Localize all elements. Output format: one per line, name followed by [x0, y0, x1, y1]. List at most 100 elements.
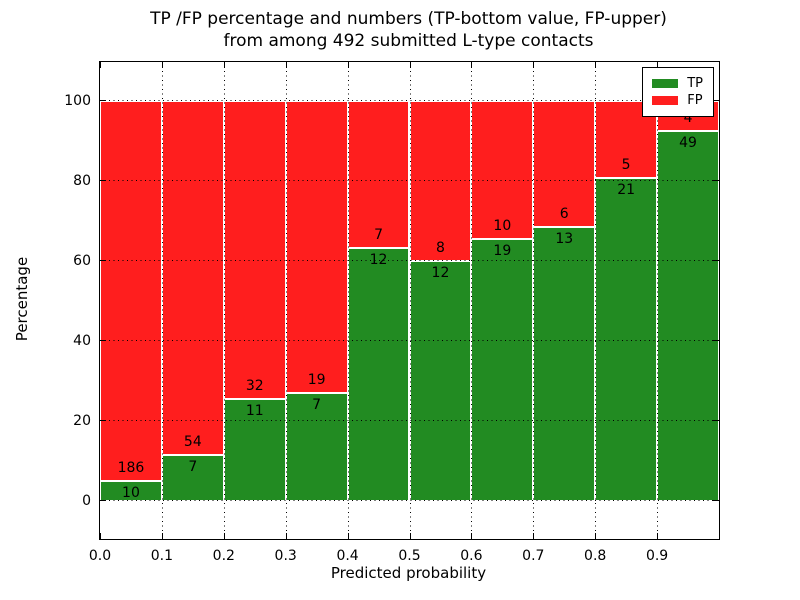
bar-value-fp: 10 [493, 217, 512, 234]
y-tick-mark [100, 420, 106, 421]
x-tick-mark [347, 62, 349, 68]
x-tick-mark [595, 533, 597, 539]
x-tick-mark [347, 533, 349, 539]
bar-value-fp: 4 [683, 110, 693, 127]
y-tick-mark [100, 500, 106, 501]
bar-fp-segment [161, 101, 224, 456]
bar-fp-segment [223, 101, 286, 399]
y-tick-mark [713, 180, 719, 181]
bar-fp-segment [347, 101, 410, 249]
bar-value-fp: 32 [245, 377, 264, 394]
bar-value-tp: 12 [431, 265, 450, 281]
x-tick-label: 0.4 [336, 548, 359, 564]
y-tick-mark [713, 340, 719, 341]
bar-value-tp: 12 [369, 252, 388, 269]
x-tick-label: 0.6 [460, 548, 483, 564]
x-tick-label: 0.1 [150, 548, 174, 564]
gridline-horizontal [100, 100, 719, 101]
legend-item-fp: FP [652, 93, 703, 108]
x-tick-label: 0.2 [212, 548, 235, 564]
x-tick-mark [100, 533, 101, 539]
gridline-horizontal [100, 260, 719, 261]
legend-swatch-fp-icon [652, 96, 679, 105]
x-tick-label: 0.5 [398, 548, 421, 564]
bar-fp-segment [100, 101, 162, 481]
bar-value-fp: 54 [183, 434, 202, 451]
gridline-horizontal [100, 420, 719, 421]
bar-value-fp: 186 [117, 459, 145, 476]
gridline-vertical [657, 62, 659, 539]
x-axis-label: Predicted probability [330, 564, 487, 582]
gridline-vertical [409, 62, 411, 539]
y-tick-label: 20 [73, 413, 91, 429]
x-tick-mark [533, 62, 535, 68]
x-tick-mark [161, 533, 163, 539]
x-tick-mark [161, 62, 163, 68]
y-tick-label: 100 [64, 93, 91, 109]
x-tick-mark [100, 62, 101, 68]
x-tick-mark [595, 62, 597, 68]
y-tick-label: 60 [73, 253, 91, 269]
y-axis-label: Percentage [13, 256, 31, 342]
bar-value-fp: 19 [307, 372, 326, 389]
gridline-vertical [223, 62, 225, 539]
y-tick-mark [713, 100, 719, 101]
chart-title: TP /FP percentage and numbers (TP-bottom… [99, 8, 718, 52]
x-tick-mark [719, 62, 720, 68]
x-tick-mark [533, 533, 535, 539]
gridline-vertical [595, 62, 597, 539]
bar-tp-segment [533, 227, 596, 501]
legend-swatch-tp-icon [652, 79, 679, 88]
y-tick-label: 40 [73, 333, 91, 349]
bar-value-tp: 7 [312, 397, 322, 414]
gridline-horizontal [100, 180, 719, 181]
bar-value-tp: 7 [188, 459, 198, 476]
x-tick-mark [719, 533, 720, 539]
x-tick-label: 0.9 [645, 548, 669, 564]
x-tick-label: 0.8 [584, 548, 607, 564]
x-tick-mark [657, 62, 659, 68]
bar-value-fp: 6 [559, 206, 569, 223]
y-tick-mark [713, 260, 719, 261]
y-tick-label: 0 [82, 493, 91, 509]
bar-value-fp: 7 [374, 227, 383, 244]
y-tick-mark [100, 100, 106, 101]
bar-value-tp: 19 [493, 242, 512, 259]
gridline-vertical [533, 62, 535, 539]
y-tick-label: 80 [73, 173, 91, 189]
x-tick-mark [285, 533, 287, 539]
bar-tp-segment [409, 261, 472, 501]
y-tick-mark [713, 420, 719, 421]
bar-fp-segment [285, 101, 348, 394]
bar-tp-segment [161, 455, 224, 501]
x-tick-mark [471, 62, 473, 68]
x-tick-label: 0.7 [522, 548, 545, 564]
bar-value-tp: 10 [122, 484, 140, 501]
bar-tp-segment [285, 393, 348, 501]
bar-fp-segment [409, 101, 472, 261]
bar-value-tp: 13 [555, 231, 574, 248]
legend: TP FP [642, 67, 714, 117]
y-tick-mark [100, 260, 106, 261]
x-tick-label: 0.3 [274, 548, 297, 564]
bar-value-fp: 5 [621, 156, 631, 173]
x-tick-mark [471, 533, 473, 539]
y-tick-mark [100, 180, 106, 181]
gridline-vertical [471, 62, 473, 539]
x-tick-label: 0.0 [88, 548, 112, 564]
x-tick-mark [223, 533, 225, 539]
bar-tp-segment [657, 131, 719, 501]
gridline-vertical [347, 62, 349, 539]
x-tick-mark [657, 533, 659, 539]
plot-area: TP FP 10 186 7 54 11 32 7 19 12 7 12 8 19 10 13 6 21 5 49 4… [64, 61, 720, 564]
bar-value-tp: 11 [245, 402, 264, 419]
y-tick-mark [713, 500, 719, 501]
legend-label-fp: FP [687, 93, 703, 108]
bar-value-tp: 21 [617, 181, 636, 198]
x-tick-mark [409, 533, 411, 539]
bar-value-fp: 8 [435, 240, 445, 256]
gridline-vertical [285, 62, 287, 539]
gridline-horizontal [100, 340, 719, 341]
chart-title-line1: TP /FP percentage and numbers (TP-bottom… [150, 9, 667, 29]
